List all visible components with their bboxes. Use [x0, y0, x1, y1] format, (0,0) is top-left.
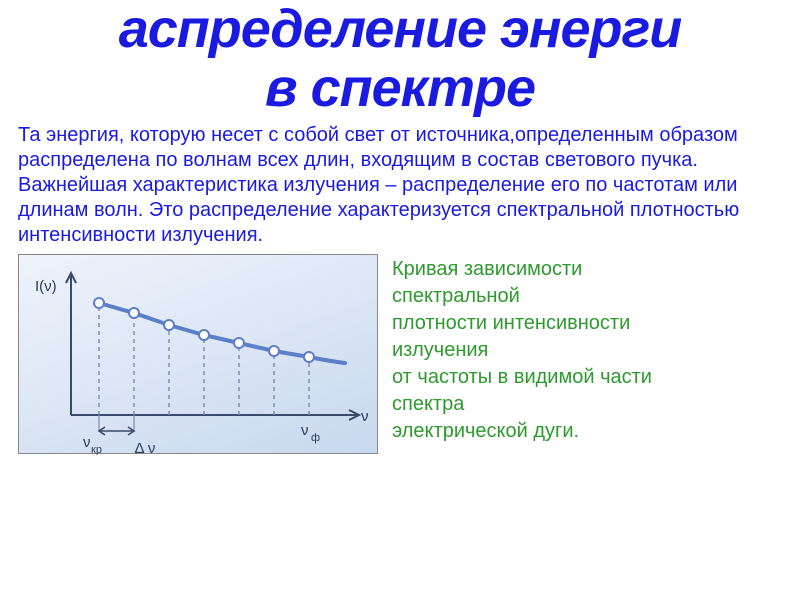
caption-line: от частоты в видимой части [392, 364, 652, 391]
curve-marker [269, 346, 279, 356]
caption-line: спектра [392, 391, 652, 418]
x-axis-label: ν [361, 408, 369, 425]
chart-svg: I(ν)ννкрΔ ννф [19, 255, 379, 455]
lower-row: I(ν)ννкрΔ ννф Кривая зависимостиспектрал… [0, 254, 800, 454]
curve-marker [164, 320, 174, 330]
caption-line: Кривая зависимости [392, 256, 652, 283]
curve-marker [199, 330, 209, 340]
curve-marker [94, 298, 104, 308]
chart-caption: Кривая зависимостиспектральнойплотности … [392, 254, 652, 454]
nu-f-label: ν [301, 422, 309, 439]
caption-line: плотности интенсивности [392, 310, 652, 337]
caption-line: спектральной [392, 283, 652, 310]
slide-title: аспределение энерги в спектре [0, 0, 800, 119]
curve-marker [129, 308, 139, 318]
body-paragraph: Та энергия, которую несет с собой свет о… [0, 119, 800, 254]
caption-line: излучения [392, 337, 652, 364]
caption-line: электрической дуги. [392, 418, 652, 445]
title-line1: аспределение энерги [0, 0, 800, 59]
nu-kr-label: ν [83, 434, 91, 451]
title-line2: в спектре [0, 59, 800, 118]
delta-nu-label: Δ ν [135, 440, 156, 455]
nu-f-sub: ф [311, 432, 320, 444]
curve-marker [304, 352, 314, 362]
y-axis-label: I(ν) [35, 278, 57, 295]
curve-marker [234, 338, 244, 348]
spectrum-chart: I(ν)ννкрΔ ννф [18, 254, 378, 454]
nu-kr-sub: кр [91, 444, 102, 455]
